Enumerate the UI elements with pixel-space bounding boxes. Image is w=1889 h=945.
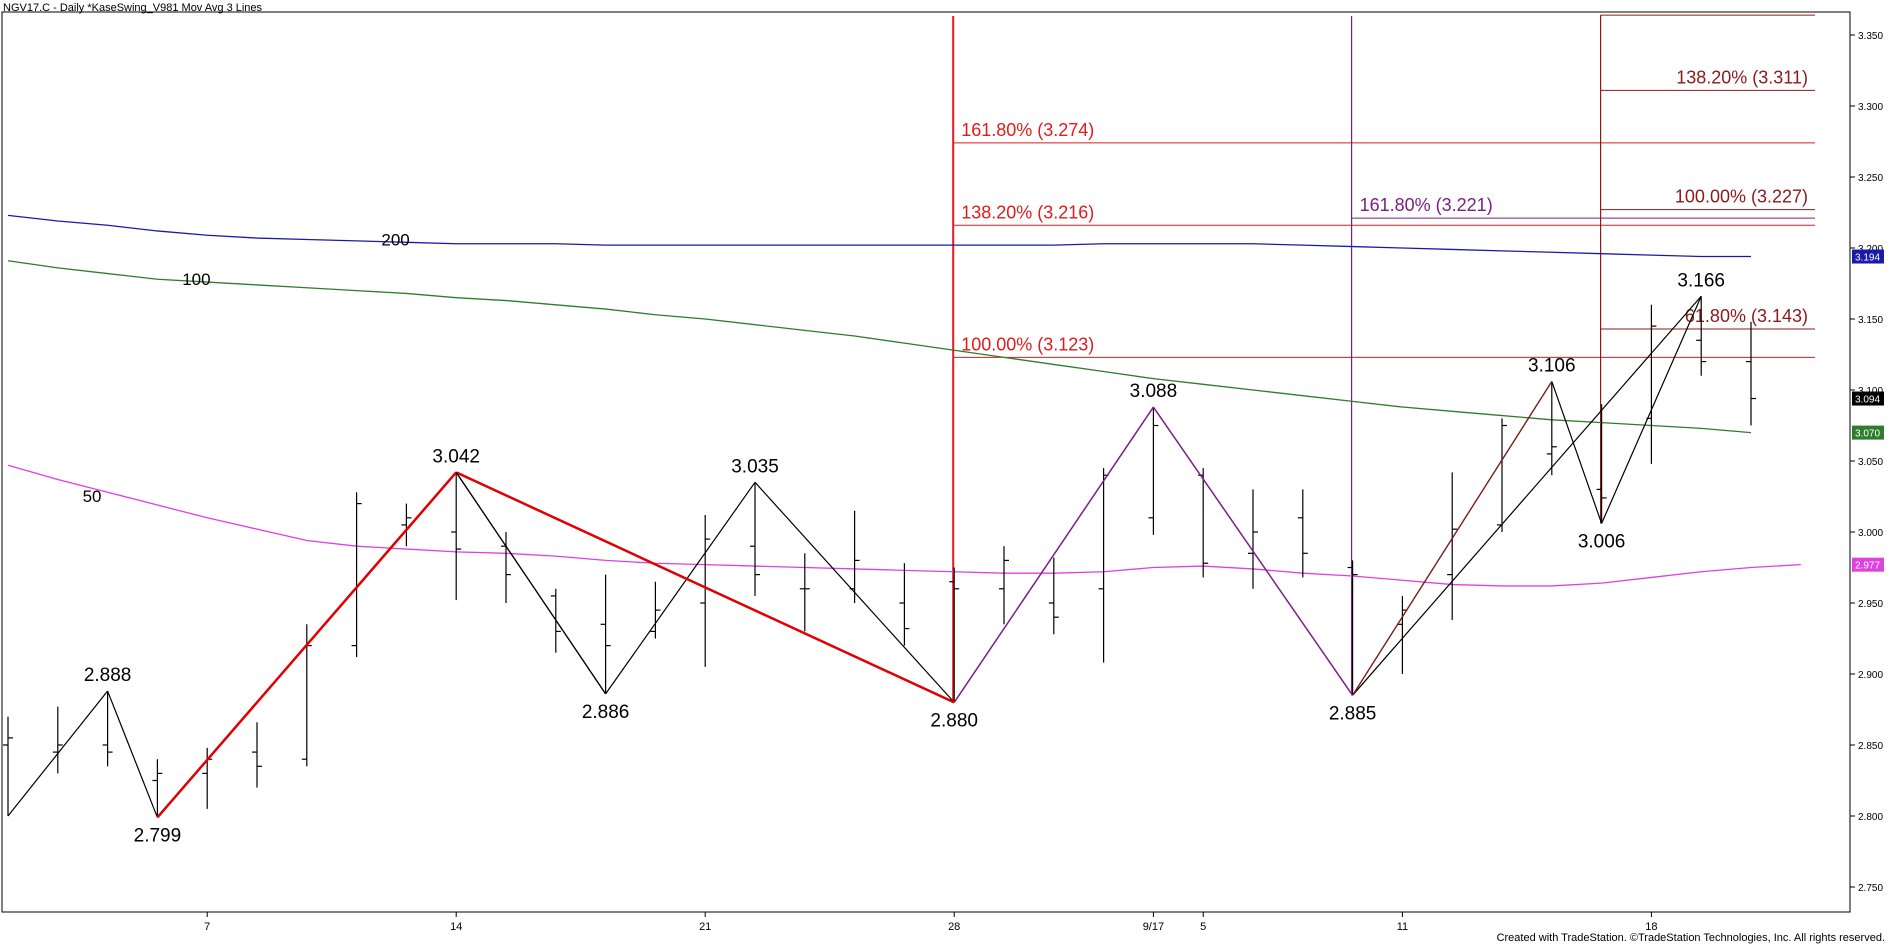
- y-tick-label: 2.950: [1858, 599, 1883, 610]
- swing-point-label: 2.888: [84, 665, 132, 686]
- swing-line: [107, 690, 158, 818]
- ma-value-badge: [1852, 249, 1884, 264]
- ma-label-100: 100: [182, 270, 210, 289]
- ma-value-badge-text: 3.070: [1855, 429, 1880, 440]
- y-tick-label: 3.250: [1858, 173, 1883, 184]
- footer-credit: Created with TradeStation. ©TradeStation…: [1496, 932, 1885, 944]
- plot-frame: [1, 11, 1851, 913]
- x-tick-label: 11: [1397, 921, 1408, 933]
- ma-value-badge-text: 3.194: [1855, 253, 1880, 264]
- swing-point-label: 2.880: [930, 710, 978, 731]
- ma-value-badge: [1852, 425, 1884, 440]
- x-tick-label: 18: [1645, 921, 1657, 933]
- fib-level-label: 138.20% (3.311): [1676, 67, 1808, 87]
- swing-point-label: 3.106: [1528, 355, 1576, 376]
- fib-level-label: 100.00% (3.123): [961, 334, 1094, 354]
- y-tick-label: 3.000: [1858, 528, 1883, 539]
- swing-line: [455, 472, 607, 695]
- swing-line: [1551, 381, 1603, 524]
- y-tick-label: 3.150: [1858, 315, 1883, 326]
- ma-line-200: [7, 214, 1751, 258]
- y-tick-label: 3.100: [1858, 386, 1883, 397]
- fib-level-label: 61.80% (3.143): [1685, 306, 1808, 326]
- fib-level-label: 100.00% (3.227): [1675, 187, 1808, 207]
- swing-point-label: 3.166: [1677, 270, 1725, 291]
- y-tick-label: 2.850: [1858, 741, 1883, 752]
- y-tick-label: 2.750: [1858, 883, 1883, 894]
- swing-line: [754, 481, 955, 703]
- swing-point-label: 2.885: [1329, 703, 1377, 724]
- swing-line: [1601, 296, 1702, 524]
- fib-level-label: 161.80% (3.274): [961, 120, 1094, 140]
- swing-point-label: 3.006: [1578, 531, 1626, 552]
- swing-line: [156, 471, 458, 819]
- swing-point-label: 2.886: [582, 702, 630, 723]
- swing-point-label: 3.035: [731, 456, 779, 477]
- swing-line: [1352, 381, 1553, 696]
- swing-line: [1352, 295, 1702, 696]
- swing-line: [7, 690, 109, 817]
- last-price-badge: [1852, 391, 1884, 406]
- y-tick-label: 3.200: [1858, 244, 1883, 255]
- y-tick-label: 2.900: [1858, 670, 1883, 681]
- y-tick-label: 2.800: [1858, 812, 1883, 823]
- chart-header-title: NGV17.C - Daily *KaseSwing_V981 Mov Avg …: [3, 2, 263, 14]
- swing-line: [605, 481, 756, 695]
- swing-point-label: 2.799: [134, 825, 182, 846]
- swing-line: [1152, 406, 1354, 696]
- fib-level-label: 161.80% (3.221): [1360, 195, 1493, 215]
- swing-line: [953, 406, 1155, 703]
- y-tick-label: 3.350: [1858, 31, 1883, 42]
- ma-line-100: [7, 260, 1752, 434]
- ma-value-badge: [1852, 557, 1884, 572]
- x-tick-label: 21: [699, 921, 711, 933]
- swing-point-label: 3.088: [1130, 381, 1178, 402]
- last-price-badge-text: 3.094: [1855, 395, 1880, 406]
- y-tick-label: 3.050: [1858, 457, 1883, 468]
- x-tick-label: 5: [1200, 921, 1206, 933]
- x-tick-label: 9/17: [1143, 921, 1164, 933]
- wave-red-line: [455, 471, 955, 704]
- x-tick-label: 28: [948, 921, 960, 933]
- y-tick-label: 3.300: [1858, 102, 1883, 113]
- x-tick-label: 14: [450, 921, 462, 933]
- fib-level-label: 138.20% (3.216): [961, 202, 1094, 222]
- ma-value-badge-text: 2.977: [1855, 561, 1880, 572]
- swing-point-label: 3.042: [432, 446, 480, 467]
- ma-label-200: 200: [381, 230, 409, 249]
- ma-label-50: 50: [83, 487, 102, 506]
- x-tick-label: 7: [204, 921, 210, 933]
